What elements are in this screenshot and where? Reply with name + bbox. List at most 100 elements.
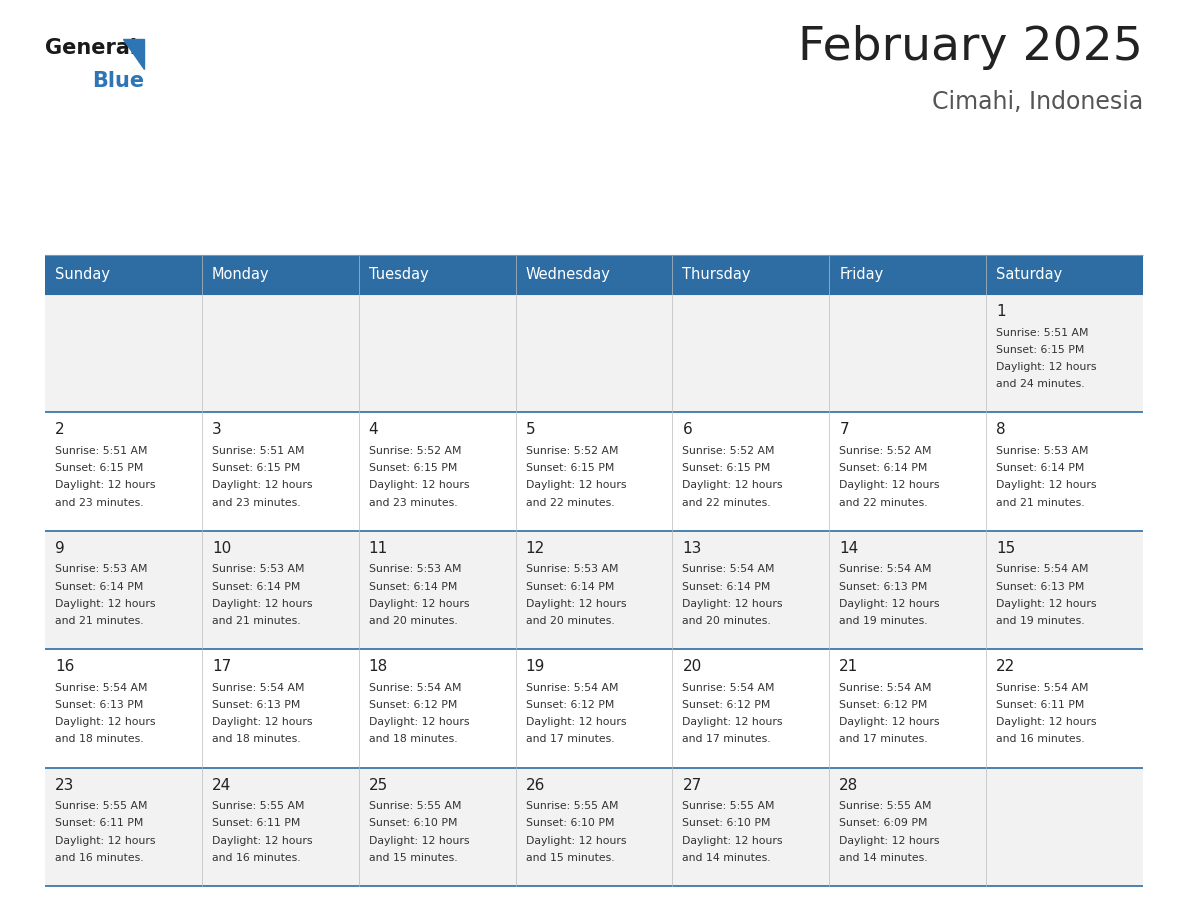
Text: 28: 28 (839, 778, 859, 792)
Text: Daylight: 12 hours: Daylight: 12 hours (997, 717, 1097, 727)
Text: Saturday: Saturday (997, 267, 1062, 283)
Text: Daylight: 12 hours: Daylight: 12 hours (368, 480, 469, 490)
Text: Daylight: 12 hours: Daylight: 12 hours (55, 835, 156, 845)
Text: Sunrise: 5:52 AM: Sunrise: 5:52 AM (368, 446, 461, 456)
Bar (829, 531, 986, 649)
Text: Sunset: 6:10 PM: Sunset: 6:10 PM (525, 818, 614, 828)
Text: Sunday: Sunday (55, 267, 110, 283)
Text: Sunrise: 5:51 AM: Sunrise: 5:51 AM (55, 446, 147, 456)
Bar (829, 294, 986, 412)
Text: Sunset: 6:10 PM: Sunset: 6:10 PM (368, 818, 457, 828)
Text: 15: 15 (997, 541, 1016, 555)
Text: Sunrise: 5:54 AM: Sunrise: 5:54 AM (55, 683, 147, 693)
Text: Daylight: 12 hours: Daylight: 12 hours (682, 599, 783, 609)
Text: Daylight: 12 hours: Daylight: 12 hours (682, 480, 783, 490)
Bar (986, 649, 1143, 767)
Text: Sunrise: 5:53 AM: Sunrise: 5:53 AM (525, 565, 618, 575)
Text: Sunrise: 5:51 AM: Sunrise: 5:51 AM (211, 446, 304, 456)
Text: 27: 27 (682, 778, 702, 792)
Text: Daylight: 12 hours: Daylight: 12 hours (997, 599, 1097, 609)
Bar (986, 767, 1143, 886)
Text: Sunrise: 5:52 AM: Sunrise: 5:52 AM (839, 446, 931, 456)
Text: Daylight: 12 hours: Daylight: 12 hours (839, 717, 940, 727)
Text: and 18 minutes.: and 18 minutes. (55, 734, 144, 744)
Text: and 16 minutes.: and 16 minutes. (997, 734, 1085, 744)
Bar (202, 767, 359, 886)
Text: Daylight: 12 hours: Daylight: 12 hours (368, 599, 469, 609)
Bar (516, 256, 672, 294)
Text: Sunset: 6:15 PM: Sunset: 6:15 PM (368, 463, 457, 473)
Text: 17: 17 (211, 659, 232, 674)
Text: Monday: Monday (211, 267, 270, 283)
Bar (672, 649, 829, 767)
Bar (359, 256, 516, 294)
Text: 16: 16 (55, 659, 75, 674)
Text: Sunrise: 5:54 AM: Sunrise: 5:54 AM (682, 565, 775, 575)
Bar (672, 256, 829, 294)
Text: 25: 25 (368, 778, 388, 792)
Text: and 23 minutes.: and 23 minutes. (55, 498, 144, 508)
Text: Sunset: 6:13 PM: Sunset: 6:13 PM (55, 700, 144, 710)
Text: and 22 minutes.: and 22 minutes. (525, 498, 614, 508)
Text: Sunset: 6:10 PM: Sunset: 6:10 PM (682, 818, 771, 828)
Text: Sunrise: 5:54 AM: Sunrise: 5:54 AM (368, 683, 461, 693)
Bar (829, 412, 986, 531)
Text: Sunrise: 5:55 AM: Sunrise: 5:55 AM (839, 801, 931, 812)
Text: and 19 minutes.: and 19 minutes. (997, 616, 1085, 626)
Text: Daylight: 12 hours: Daylight: 12 hours (997, 480, 1097, 490)
Text: Sunset: 6:14 PM: Sunset: 6:14 PM (55, 581, 144, 591)
Text: Sunrise: 5:55 AM: Sunrise: 5:55 AM (525, 801, 618, 812)
Text: 6: 6 (682, 422, 693, 437)
Text: Daylight: 12 hours: Daylight: 12 hours (682, 717, 783, 727)
Text: Sunset: 6:15 PM: Sunset: 6:15 PM (682, 463, 771, 473)
Bar (45, 767, 202, 886)
Text: Daylight: 12 hours: Daylight: 12 hours (211, 717, 312, 727)
Text: 23: 23 (55, 778, 75, 792)
Text: Sunset: 6:12 PM: Sunset: 6:12 PM (682, 700, 771, 710)
Text: Daylight: 12 hours: Daylight: 12 hours (55, 717, 156, 727)
Text: Sunrise: 5:55 AM: Sunrise: 5:55 AM (55, 801, 147, 812)
Text: Sunset: 6:13 PM: Sunset: 6:13 PM (839, 581, 928, 591)
Text: Sunset: 6:12 PM: Sunset: 6:12 PM (839, 700, 928, 710)
Text: Daylight: 12 hours: Daylight: 12 hours (525, 480, 626, 490)
Text: and 24 minutes.: and 24 minutes. (997, 379, 1085, 389)
Text: and 17 minutes.: and 17 minutes. (839, 734, 928, 744)
Text: Friday: Friday (839, 267, 884, 283)
Bar (986, 412, 1143, 531)
Text: 7: 7 (839, 422, 849, 437)
Text: 14: 14 (839, 541, 859, 555)
Text: Sunset: 6:09 PM: Sunset: 6:09 PM (839, 818, 928, 828)
Text: Daylight: 12 hours: Daylight: 12 hours (525, 599, 626, 609)
Text: and 20 minutes.: and 20 minutes. (682, 616, 771, 626)
Text: Sunrise: 5:55 AM: Sunrise: 5:55 AM (211, 801, 304, 812)
Text: Sunset: 6:11 PM: Sunset: 6:11 PM (55, 818, 144, 828)
Text: 1: 1 (997, 304, 1006, 319)
Text: Sunrise: 5:51 AM: Sunrise: 5:51 AM (997, 328, 1088, 338)
Text: Sunrise: 5:54 AM: Sunrise: 5:54 AM (997, 683, 1088, 693)
Bar (202, 256, 359, 294)
Text: Daylight: 12 hours: Daylight: 12 hours (368, 717, 469, 727)
Bar (986, 256, 1143, 294)
Text: Sunrise: 5:53 AM: Sunrise: 5:53 AM (55, 565, 147, 575)
Text: General: General (45, 38, 137, 58)
Text: Daylight: 12 hours: Daylight: 12 hours (997, 362, 1097, 372)
Bar (672, 294, 829, 412)
Text: and 18 minutes.: and 18 minutes. (368, 734, 457, 744)
Bar (516, 294, 672, 412)
Text: and 17 minutes.: and 17 minutes. (525, 734, 614, 744)
Text: 8: 8 (997, 422, 1006, 437)
Text: Sunset: 6:14 PM: Sunset: 6:14 PM (682, 581, 771, 591)
Text: Sunset: 6:11 PM: Sunset: 6:11 PM (211, 818, 301, 828)
Text: 22: 22 (997, 659, 1016, 674)
Text: 20: 20 (682, 659, 702, 674)
Text: Sunrise: 5:52 AM: Sunrise: 5:52 AM (682, 446, 775, 456)
Text: Sunset: 6:14 PM: Sunset: 6:14 PM (525, 581, 614, 591)
Text: Daylight: 12 hours: Daylight: 12 hours (211, 835, 312, 845)
Text: Sunrise: 5:54 AM: Sunrise: 5:54 AM (839, 683, 931, 693)
Text: 11: 11 (368, 541, 388, 555)
Bar (986, 294, 1143, 412)
Text: 9: 9 (55, 541, 65, 555)
Bar (359, 531, 516, 649)
Text: Sunset: 6:14 PM: Sunset: 6:14 PM (839, 463, 928, 473)
Text: 4: 4 (368, 422, 378, 437)
